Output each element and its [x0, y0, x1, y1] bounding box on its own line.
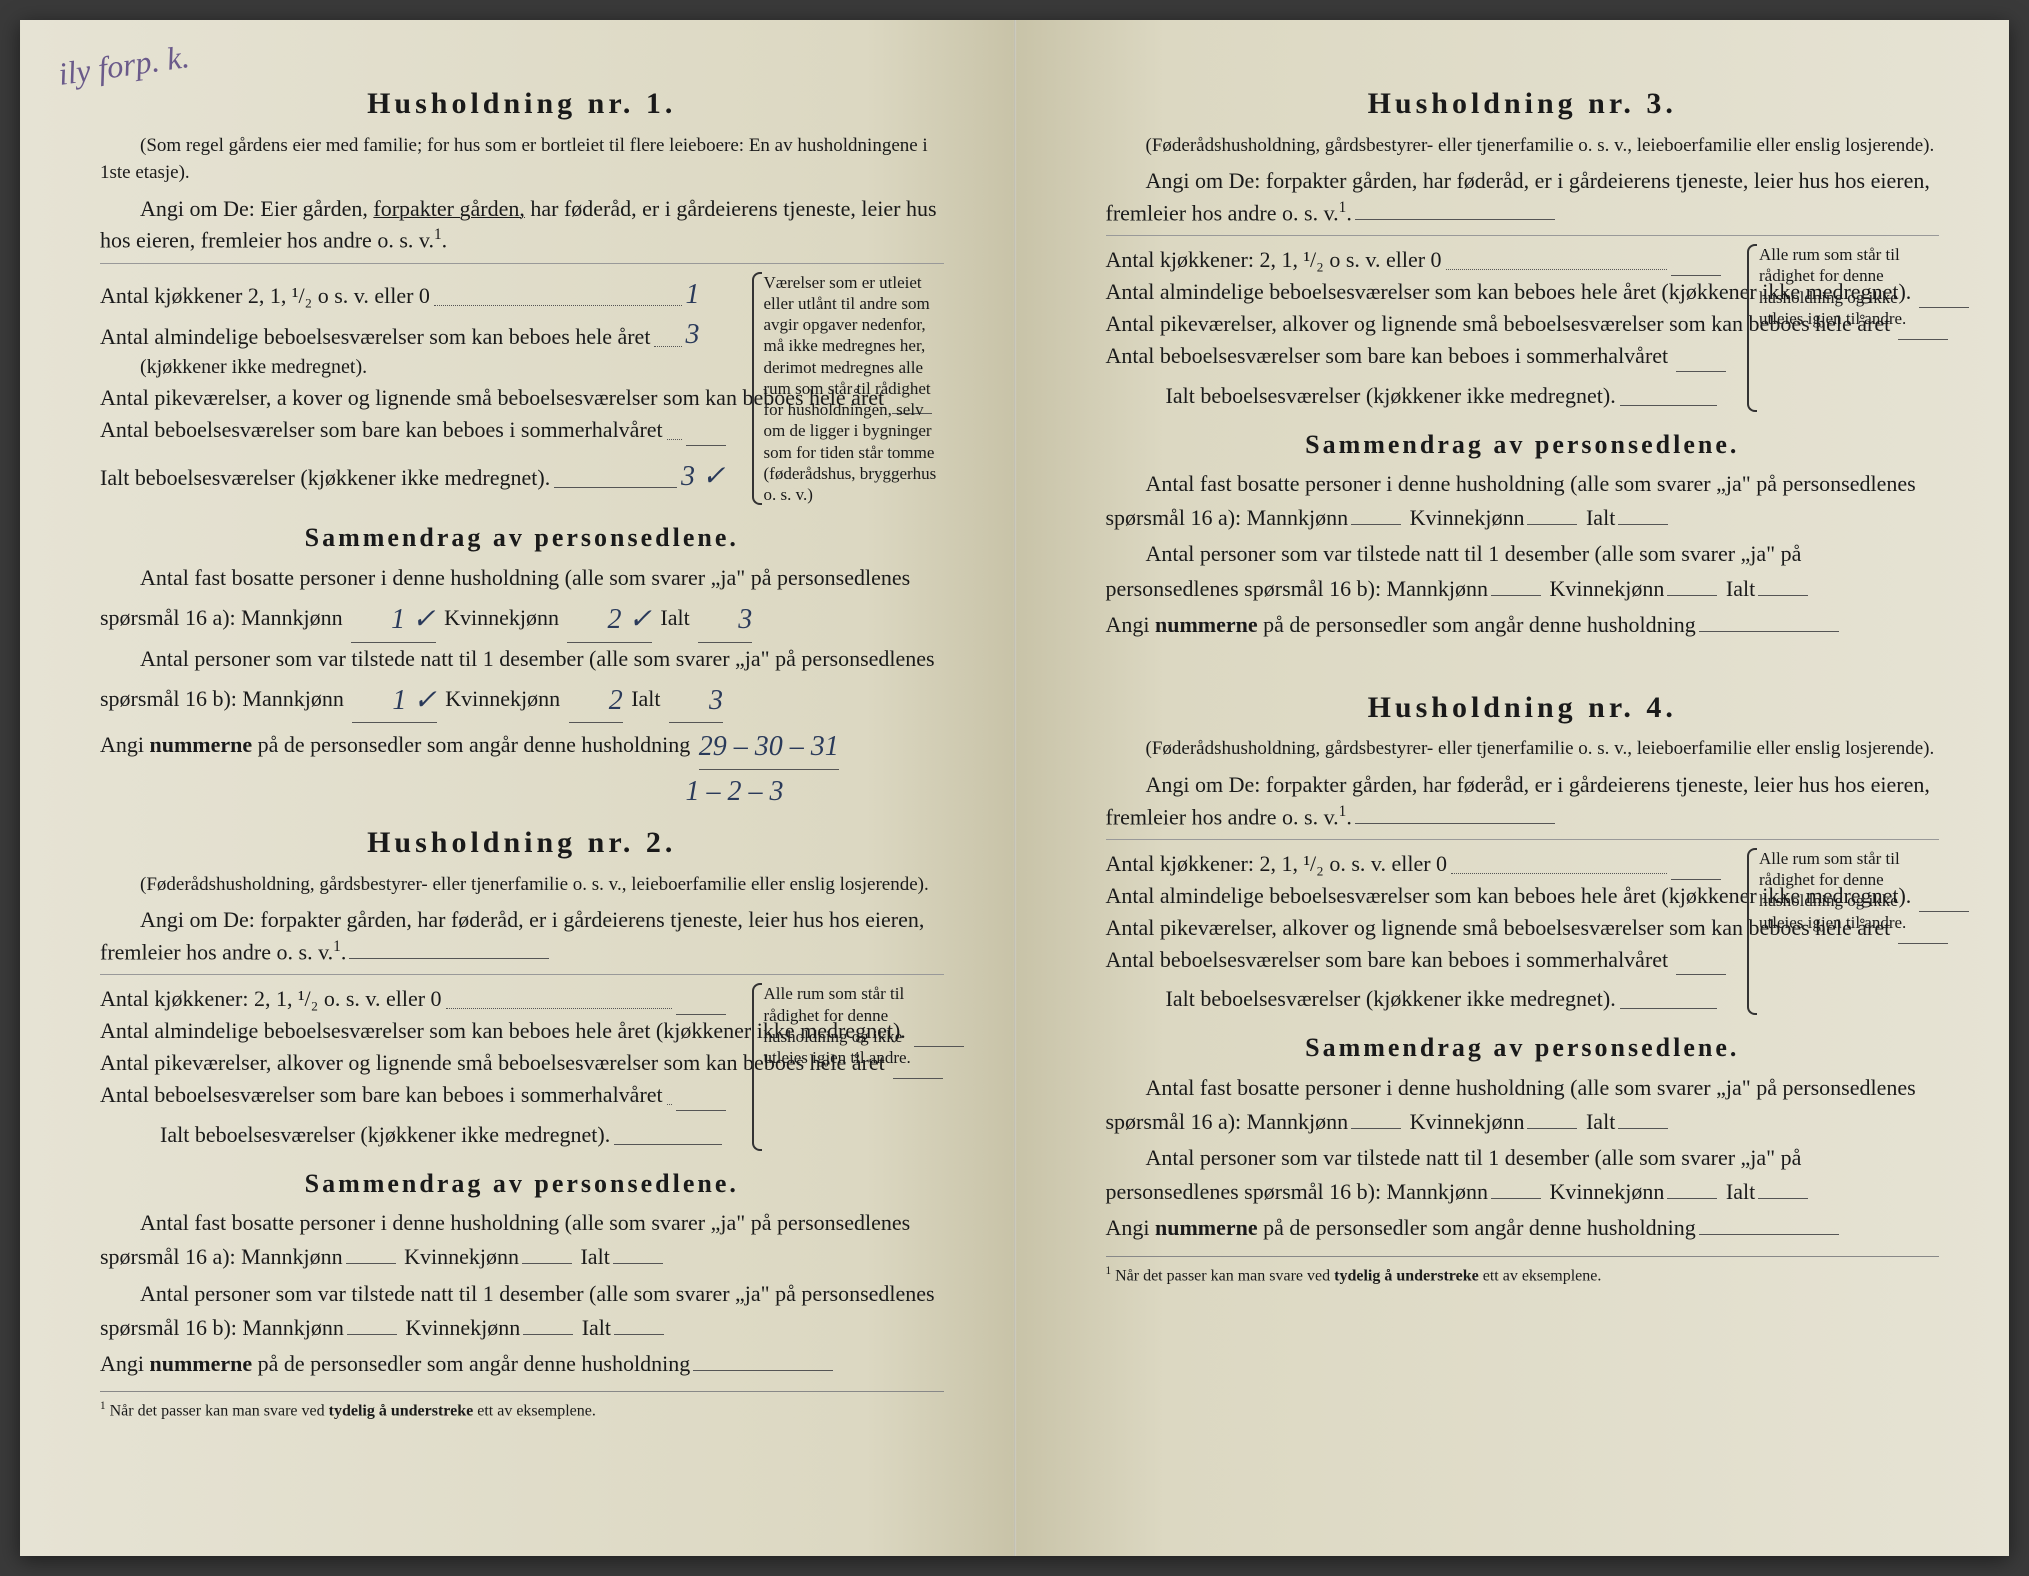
side-note-3: Alle rum som står til rådighet for denne… — [1739, 244, 1939, 411]
room3-2: Antal beboelsesværelser som bare kan beb… — [1106, 340, 1669, 372]
household-1-title: Husholdning nr. 1. — [100, 82, 944, 126]
angi-num-2: Angi nummerne på de personsedler som ang… — [100, 1351, 690, 1376]
room-0-value: 3 — [686, 315, 726, 356]
room-2-label: Antal beboelsesværelser som bare kan beb… — [100, 414, 663, 446]
angi-num-val-1: 29 – 30 – 31 — [699, 725, 839, 769]
household-1-angi: Angi om De: Eier gården, forpakter gårde… — [100, 193, 944, 257]
total-label-2: Ialt beboelsesværelser (kjøkkener ikke m… — [100, 1119, 610, 1151]
kitchens-value: 1 — [686, 275, 726, 316]
tilstede-line-1: Antal personer som var tilstede natt til… — [100, 642, 944, 720]
household-3-title: Husholdning nr. 3. — [1106, 82, 1940, 126]
footnote-left: 1 Når det passer kan man svare ved tydel… — [100, 1391, 944, 1423]
fast-k-1: 2 ✓ — [567, 598, 651, 642]
tilstede-line-3: Antal personer som var tilstede natt til… — [1106, 537, 1940, 605]
tilstede-line-2: Antal personer som var tilstede natt til… — [100, 1277, 944, 1345]
til-t-1: 3 — [669, 679, 723, 723]
angi-num-1: Angi nummerne på de personsedler som ang… — [100, 732, 690, 757]
household-2-subtitle: (Føderådshusholdning, gårdsbestyrer- ell… — [100, 871, 944, 899]
summary-4-title: Sammendrag av personsedlene. — [1106, 1029, 1940, 1067]
household-4-angi: Angi om De: forpakter gården, har føderå… — [1106, 769, 1940, 833]
household-3-rooms: Antal kjøkkener: 2, 1, ¹/₂ o s. v. eller… — [1106, 244, 1940, 411]
side-note-1: Værelser som er utleiet eller utlånt til… — [744, 272, 944, 506]
fast-m-1: 1 ✓ — [351, 598, 435, 642]
kitchens-label: Antal kjøkkener 2, 1, ¹/₂ o s. v. eller … — [100, 280, 430, 312]
fast-t-1: 3 — [698, 598, 752, 642]
tilstede-line-4: Antal personer som var tilstede natt til… — [1106, 1141, 1940, 1209]
angi-num-3: Angi nummerne på de personsedler som ang… — [1106, 612, 1696, 637]
room-0-label: Antal almindelige beboelsesværelser som … — [100, 321, 650, 353]
til-k-1: 2 — [569, 679, 623, 723]
side-note-2: Alle rum som står til rådighet for denne… — [744, 983, 944, 1150]
household-1-rooms: Antal kjøkkener 2, 1, ¹/₂ o s. v. eller … — [100, 272, 944, 506]
household-2-angi: Angi om De: forpakter gården, har føderå… — [100, 904, 944, 968]
til-m-1: 1 ✓ — [352, 679, 436, 723]
total-value: 3 ✓ — [681, 457, 725, 498]
right-page: Husholdning nr. 3. (Føderådshusholdning,… — [1015, 20, 2010, 1556]
fast-line-3: Antal fast bosatte personer i denne hush… — [1106, 467, 1940, 535]
angi-num-val2-1: 1 – 2 – 3 — [686, 776, 784, 807]
household-3-subtitle: (Føderådshusholdning, gårdsbestyrer- ell… — [1106, 132, 1940, 160]
footnote-right: 1 Når det passer kan man svare ved tydel… — [1106, 1256, 1940, 1288]
angi-underlined: forpakter gården, — [373, 196, 524, 221]
angi-prefix: Angi om De: Eier gården, — [140, 196, 373, 221]
kitchens-label-3: Antal kjøkkener: 2, 1, ¹/₂ o s. v. eller… — [1106, 244, 1442, 276]
kitchens-label-2: Antal kjøkkener: 2, 1, ¹/₂ o. s. v. elle… — [100, 983, 442, 1015]
angi-num-4: Angi nummerne på de personsedler som ang… — [1106, 1215, 1696, 1240]
room-0-sub: (kjøkkener ikke medregnet). — [100, 353, 726, 382]
total-label: Ialt beboelsesværelser (kjøkkener ikke m… — [100, 462, 550, 494]
household-1-subtitle: (Som regel gårdens eier med familie; for… — [100, 132, 944, 187]
summary-3-title: Sammendrag av personsedlene. — [1106, 426, 1940, 464]
fast-line-1: Antal fast bosatte personer i denne hush… — [100, 561, 944, 639]
total-label-4: Ialt beboelsesværelser (kjøkkener ikke m… — [1106, 983, 1616, 1015]
fast-line-4: Antal fast bosatte personer i denne hush… — [1106, 1071, 1940, 1139]
side-note-4: Alle rum som står til rådighet for denne… — [1739, 848, 1939, 1015]
household-2-rooms: Antal kjøkkener: 2, 1, ¹/₂ o. s. v. elle… — [100, 983, 944, 1150]
household-2-title: Husholdning nr. 2. — [100, 821, 944, 865]
household-3-angi: Angi om De: forpakter gården, har føderå… — [1106, 165, 1940, 229]
left-page: ily forp. k. Husholdning nr. 1. (Som reg… — [20, 20, 1015, 1556]
room2-2: Antal beboelsesværelser som bare kan beb… — [100, 1079, 663, 1111]
household-4-rooms: Antal kjøkkener: 2, 1, ¹/₂ o. s. v. elle… — [1106, 848, 1940, 1015]
summary-1-title: Sammendrag av personsedlene. — [100, 519, 944, 557]
total-label-3: Ialt beboelsesværelser (kjøkkener ikke m… — [1106, 380, 1616, 412]
household-4-subtitle: (Føderådshusholdning, gårdsbestyrer- ell… — [1106, 735, 1940, 763]
document-spread: ily forp. k. Husholdning nr. 1. (Som reg… — [20, 20, 2009, 1556]
kitchens-label-4: Antal kjøkkener: 2, 1, ¹/₂ o. s. v. elle… — [1106, 848, 1448, 880]
summary-2-title: Sammendrag av personsedlene. — [100, 1165, 944, 1203]
household-4-title: Husholdning nr. 4. — [1106, 686, 1940, 730]
room4-2: Antal beboelsesværelser som bare kan beb… — [1106, 944, 1669, 976]
fast-line-2: Antal fast bosatte personer i denne hush… — [100, 1206, 944, 1274]
